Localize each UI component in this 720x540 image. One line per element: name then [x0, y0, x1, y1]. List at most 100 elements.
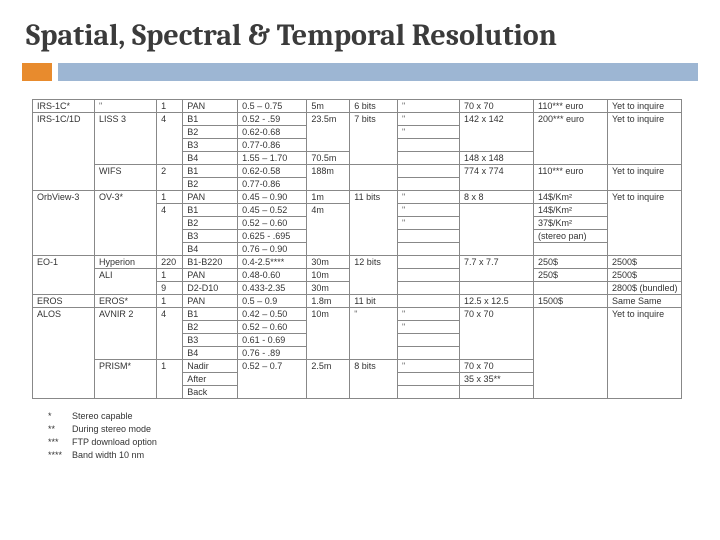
table-cell: ": [398, 126, 460, 139]
table-cell: B1: [183, 308, 238, 321]
table-cell: [460, 282, 534, 295]
table-row: EROSEROS*1PAN0.5 – 0.91.8m11 bit12.5 x 1…: [33, 295, 682, 308]
table-cell: Yet to inquire: [607, 113, 681, 165]
table-cell: EROS*: [95, 295, 157, 308]
table-cell: 9: [157, 282, 183, 295]
table-cell: 1: [157, 269, 183, 282]
table-cell: 0.62-0.68: [238, 126, 307, 139]
table-cell: 1: [157, 191, 183, 204]
table-cell: ": [398, 308, 460, 321]
table-cell: B1: [183, 113, 238, 126]
slide: Spatial, Spectral & Temporal Resolution …: [0, 0, 720, 540]
table-cell: 5m: [307, 100, 350, 113]
table-cell: 0.52 – 0.60: [238, 217, 307, 230]
table-cell: [398, 152, 460, 165]
table-cell: 10m: [307, 269, 350, 282]
table-cell: EROS: [33, 295, 95, 308]
table-cell: [534, 308, 608, 399]
table-cell: ALOS: [33, 308, 95, 399]
table-cell: 0.77-0.86: [238, 139, 307, 152]
table-cell: EO-1: [33, 256, 95, 295]
footnote-mark: **: [48, 424, 70, 435]
table-cell: 774 x 774: [460, 165, 534, 191]
table-cell: PAN: [183, 269, 238, 282]
table-cell: [398, 256, 460, 269]
table-cell: 70 x 70: [460, 360, 534, 373]
table-cell: PAN: [183, 295, 238, 308]
table-cell: IRS-1C/1D: [33, 113, 95, 191]
table-cell: 4: [157, 204, 183, 256]
footnote-text: FTP download option: [72, 437, 165, 448]
table-cell: 70 x 70: [460, 308, 534, 360]
table-cell: D2-D10: [183, 282, 238, 295]
table-cell: 0.42 – 0.50: [238, 308, 307, 321]
table-cell: 0.52 - .59: [238, 113, 307, 126]
table-cell: 0.52 – 0.7: [238, 360, 307, 399]
table-cell: 0.48-0.60: [238, 269, 307, 282]
footnote-mark: ***: [48, 437, 70, 448]
table-cell: 0.62-0.58: [238, 165, 307, 178]
table-cell: 200*** euro: [534, 113, 608, 165]
table-cell: 110*** euro: [534, 100, 608, 113]
table-cell: ": [398, 321, 460, 334]
table-cell: 220: [157, 256, 183, 269]
rule-bar: [58, 63, 698, 81]
table-cell: 12.5 x 12.5: [460, 295, 534, 308]
footnotes: * Stereo capable ** During stereo mode *…: [46, 409, 167, 463]
table-cell: 30m: [307, 256, 350, 269]
table-row: IRS-1C*"1PAN0.5 – 0.755m6 bits"70 x 7011…: [33, 100, 682, 113]
table-cell: 30m: [307, 282, 350, 295]
table-cell: 8 bits: [350, 360, 398, 399]
table-cell: Yet to inquire: [607, 165, 681, 191]
table-cell: 2: [157, 165, 183, 191]
table-cell: After: [183, 373, 238, 386]
table-cell: ": [350, 308, 398, 360]
table-cell: 250$: [534, 269, 608, 282]
table-cell: 7.7 x 7.7: [460, 256, 534, 282]
table-cell: 11 bits: [350, 191, 398, 256]
table-cell: Yet to inquire: [607, 308, 681, 399]
table-cell: ": [398, 191, 460, 204]
table-cell: ": [398, 113, 460, 126]
table-cell: 14$/Km²: [534, 204, 608, 217]
table-cell: 0.5 – 0.9: [238, 295, 307, 308]
table-cell: 0.76 – 0.90: [238, 243, 307, 256]
page-title: Spatial, Spectral & Temporal Resolution: [26, 18, 698, 53]
table-cell: 7 bits: [350, 113, 398, 165]
table-cell: [534, 282, 608, 295]
table-cell: 188m: [307, 165, 350, 191]
table-cell: 0.52 – 0.60: [238, 321, 307, 334]
table-cell: 0.61 - 0.69: [238, 334, 307, 347]
table-cell: Same Same: [607, 295, 681, 308]
table-cell: 70.5m: [307, 152, 350, 165]
table-cell: [398, 373, 460, 386]
table-cell: B2: [183, 126, 238, 139]
table-cell: B4: [183, 152, 238, 165]
table-cell: 2800$ (bundled): [607, 282, 681, 295]
table-cell: Yet to inquire: [607, 100, 681, 113]
table-cell: 4: [157, 113, 183, 165]
table-cell: 37$/Km²: [534, 217, 608, 230]
table-cell: 0.433-2.35: [238, 282, 307, 295]
table-cell: [398, 243, 460, 256]
table-cell: [398, 295, 460, 308]
table-cell: [398, 386, 460, 399]
table-cell: PAN: [183, 100, 238, 113]
table-cell: 0.625 - .695: [238, 230, 307, 243]
table-cell: 1: [157, 295, 183, 308]
table-cell: OV-3*: [95, 191, 157, 256]
rule-accent: [22, 63, 52, 81]
table-cell: 14$/Km²: [534, 191, 608, 204]
table-cell: 1: [157, 360, 183, 399]
table-cell: 110*** euro: [534, 165, 608, 191]
table-cell: B1-B220: [183, 256, 238, 269]
table-cell: [398, 334, 460, 347]
title-rule: [22, 63, 698, 81]
table-cell: 250$: [534, 256, 608, 269]
table-cell: B2: [183, 321, 238, 334]
table-cell: ": [398, 360, 460, 373]
table-cell: Hyperion: [95, 256, 157, 269]
table-cell: 11 bit: [350, 295, 398, 308]
footnote-text: Stereo capable: [72, 411, 165, 422]
resolution-table: IRS-1C*"1PAN0.5 – 0.755m6 bits"70 x 7011…: [32, 99, 682, 399]
